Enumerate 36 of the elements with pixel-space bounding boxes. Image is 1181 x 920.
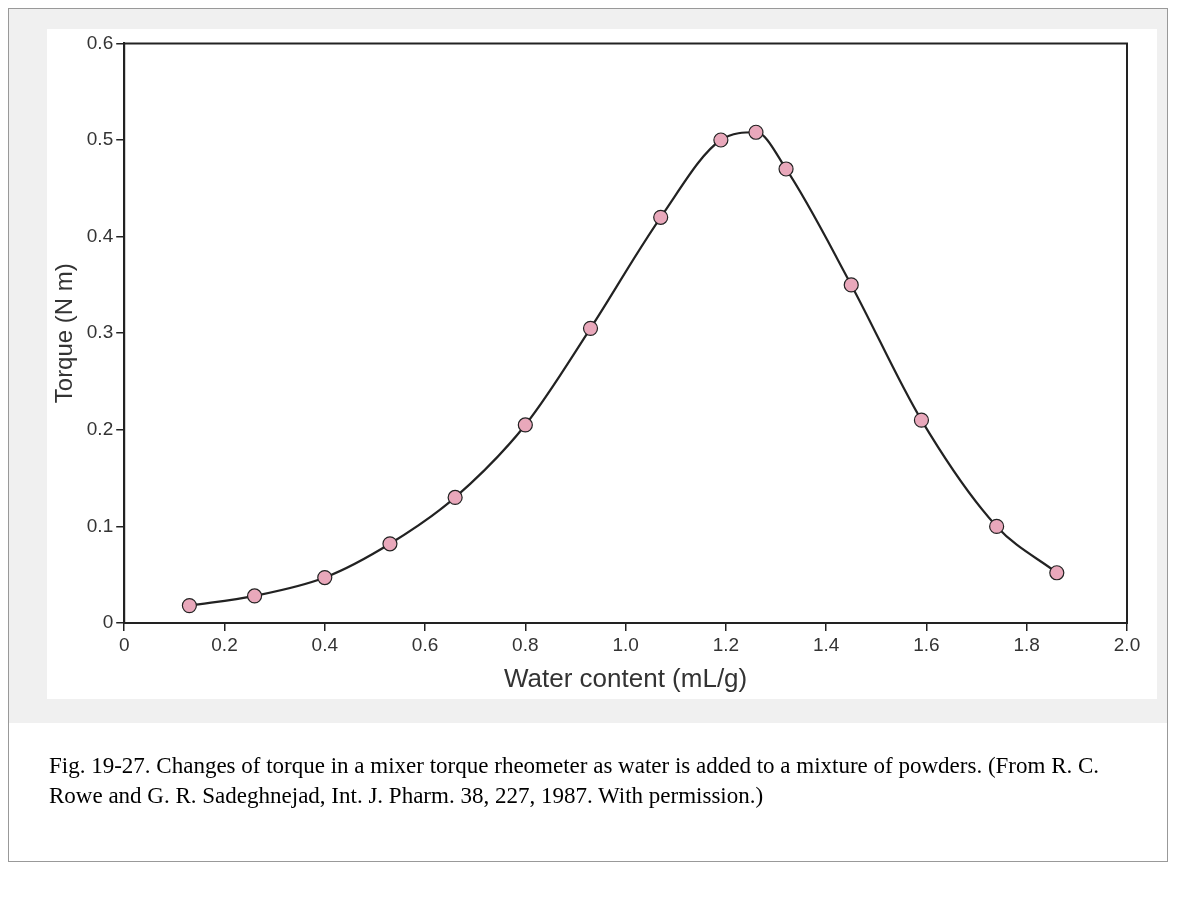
x-tick-label: 0 (118, 633, 130, 655)
x-tick-label: 1.6 (913, 633, 940, 655)
point (913, 412, 930, 428)
point (517, 417, 533, 433)
point (748, 124, 764, 140)
x-tick-label: 1.0 (612, 633, 639, 655)
x-tick-label: 1.8 (1013, 633, 1040, 655)
y-tick-label: 0.4 (86, 224, 114, 246)
point (317, 570, 333, 586)
x-tick-label: 1.2 (712, 633, 740, 655)
y-tick-label: 0.5 (86, 128, 114, 150)
point (447, 489, 463, 506)
y-tick-label: 0.2 (86, 418, 114, 440)
point (181, 598, 197, 614)
x-tick-label: 0.2 (211, 633, 238, 655)
point (382, 536, 398, 552)
x-tick-label: 0.4 (311, 633, 339, 655)
point (1049, 565, 1065, 581)
y-tick-label: 0 (102, 611, 114, 633)
y-tick-label: 0.6 (86, 31, 114, 53)
x-tick-label: 0.6 (411, 633, 439, 655)
x-tick-label: 0.8 (512, 633, 539, 655)
point (246, 588, 263, 604)
caption: Fig. 19-27. Changes of torque in a mixer torque rheometer as water is added to a mixture of powders. (From R. C. Rowe and G. R. Sadeghnejad, Int. J. Pharm. 38, 227, 1987. With permission.) (49, 752, 1101, 810)
point (653, 209, 669, 225)
x-axis-title: Water content (mL/g) (503, 662, 748, 693)
y-axis-title: Torque (N m) (50, 263, 78, 404)
point (778, 161, 794, 177)
point (582, 320, 599, 336)
x-tick-label: 1.4 (812, 633, 840, 655)
x-tick-label: 2.0 (1113, 633, 1141, 655)
point (843, 277, 859, 293)
point (713, 132, 729, 148)
y-tick-label: 0.3 (86, 321, 114, 343)
y-tick-label: 0.1 (86, 514, 114, 536)
point (989, 518, 1005, 534)
